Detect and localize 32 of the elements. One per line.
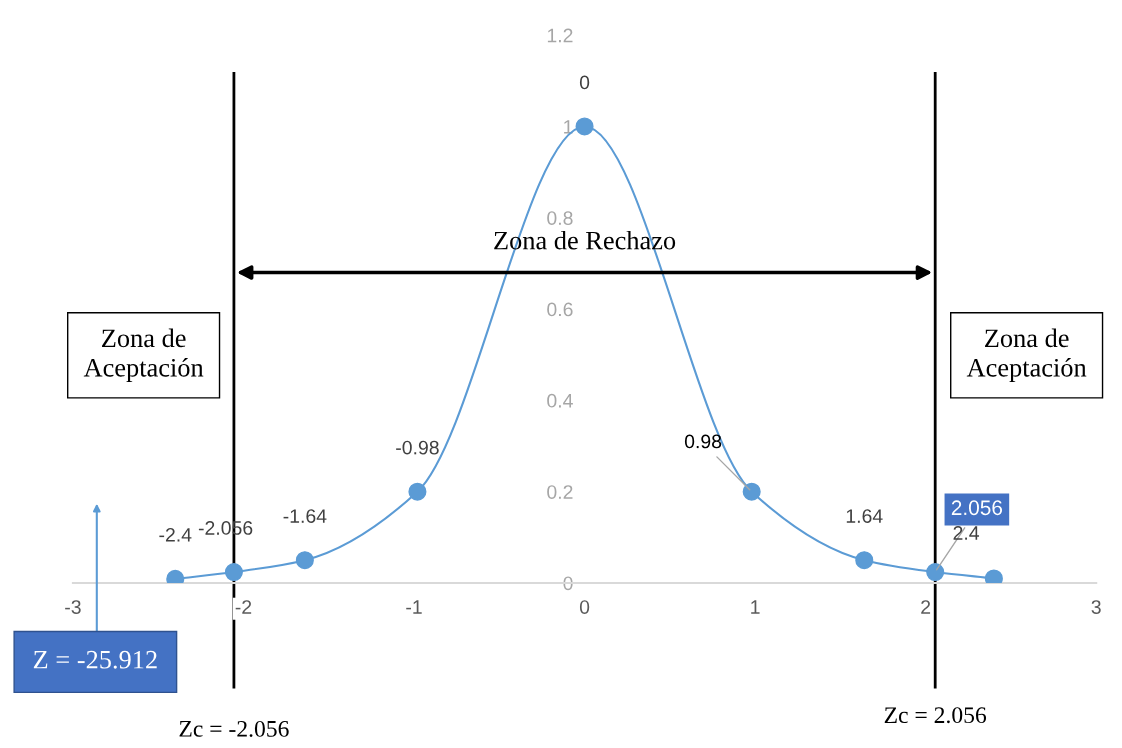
x-tick-label: 2 [921, 600, 931, 614]
point [855, 551, 874, 570]
ref-line-label: Zc = 2.056 [884, 707, 987, 724]
y-tick-label: 0.6 [547, 302, 573, 317]
annotation: 2.056 [951, 500, 1003, 516]
annotation: -2.4 [159, 527, 192, 542]
x-tick-label: -2 [235, 600, 252, 614]
y-tick-label: 1.2 [547, 28, 573, 43]
point [224, 563, 243, 582]
point [408, 482, 427, 501]
annotation: 0.98 [684, 434, 722, 449]
annotation: Zona de Aceptación [966, 328, 1087, 382]
annotation: 2.4 [953, 526, 980, 540]
point [926, 563, 945, 582]
x-tick-label: 3 [1091, 600, 1101, 614]
y-tick-label: 0.8 [547, 211, 573, 225]
x-tick-label: 1 [751, 600, 760, 614]
x-tick-label: -1 [406, 600, 422, 614]
ref-line-label: Zc = -2.056 [179, 720, 289, 737]
point [295, 551, 314, 570]
y-tick-label: 0.2 [547, 485, 573, 499]
x-tick-label: -3 [65, 600, 81, 614]
text: Z = -25.912 [33, 650, 157, 669]
annotation: 1.64 [846, 509, 883, 523]
annotation: Zona de Aceptación [83, 328, 204, 382]
annotation: -0.98 [396, 440, 439, 455]
point [575, 117, 594, 136]
annotation: -1.64 [283, 509, 327, 523]
point [742, 482, 761, 501]
x-tick-label: 0 [579, 600, 590, 614]
annotation: 0 [579, 75, 590, 90]
y-tick-label: 0.4 [547, 393, 573, 408]
